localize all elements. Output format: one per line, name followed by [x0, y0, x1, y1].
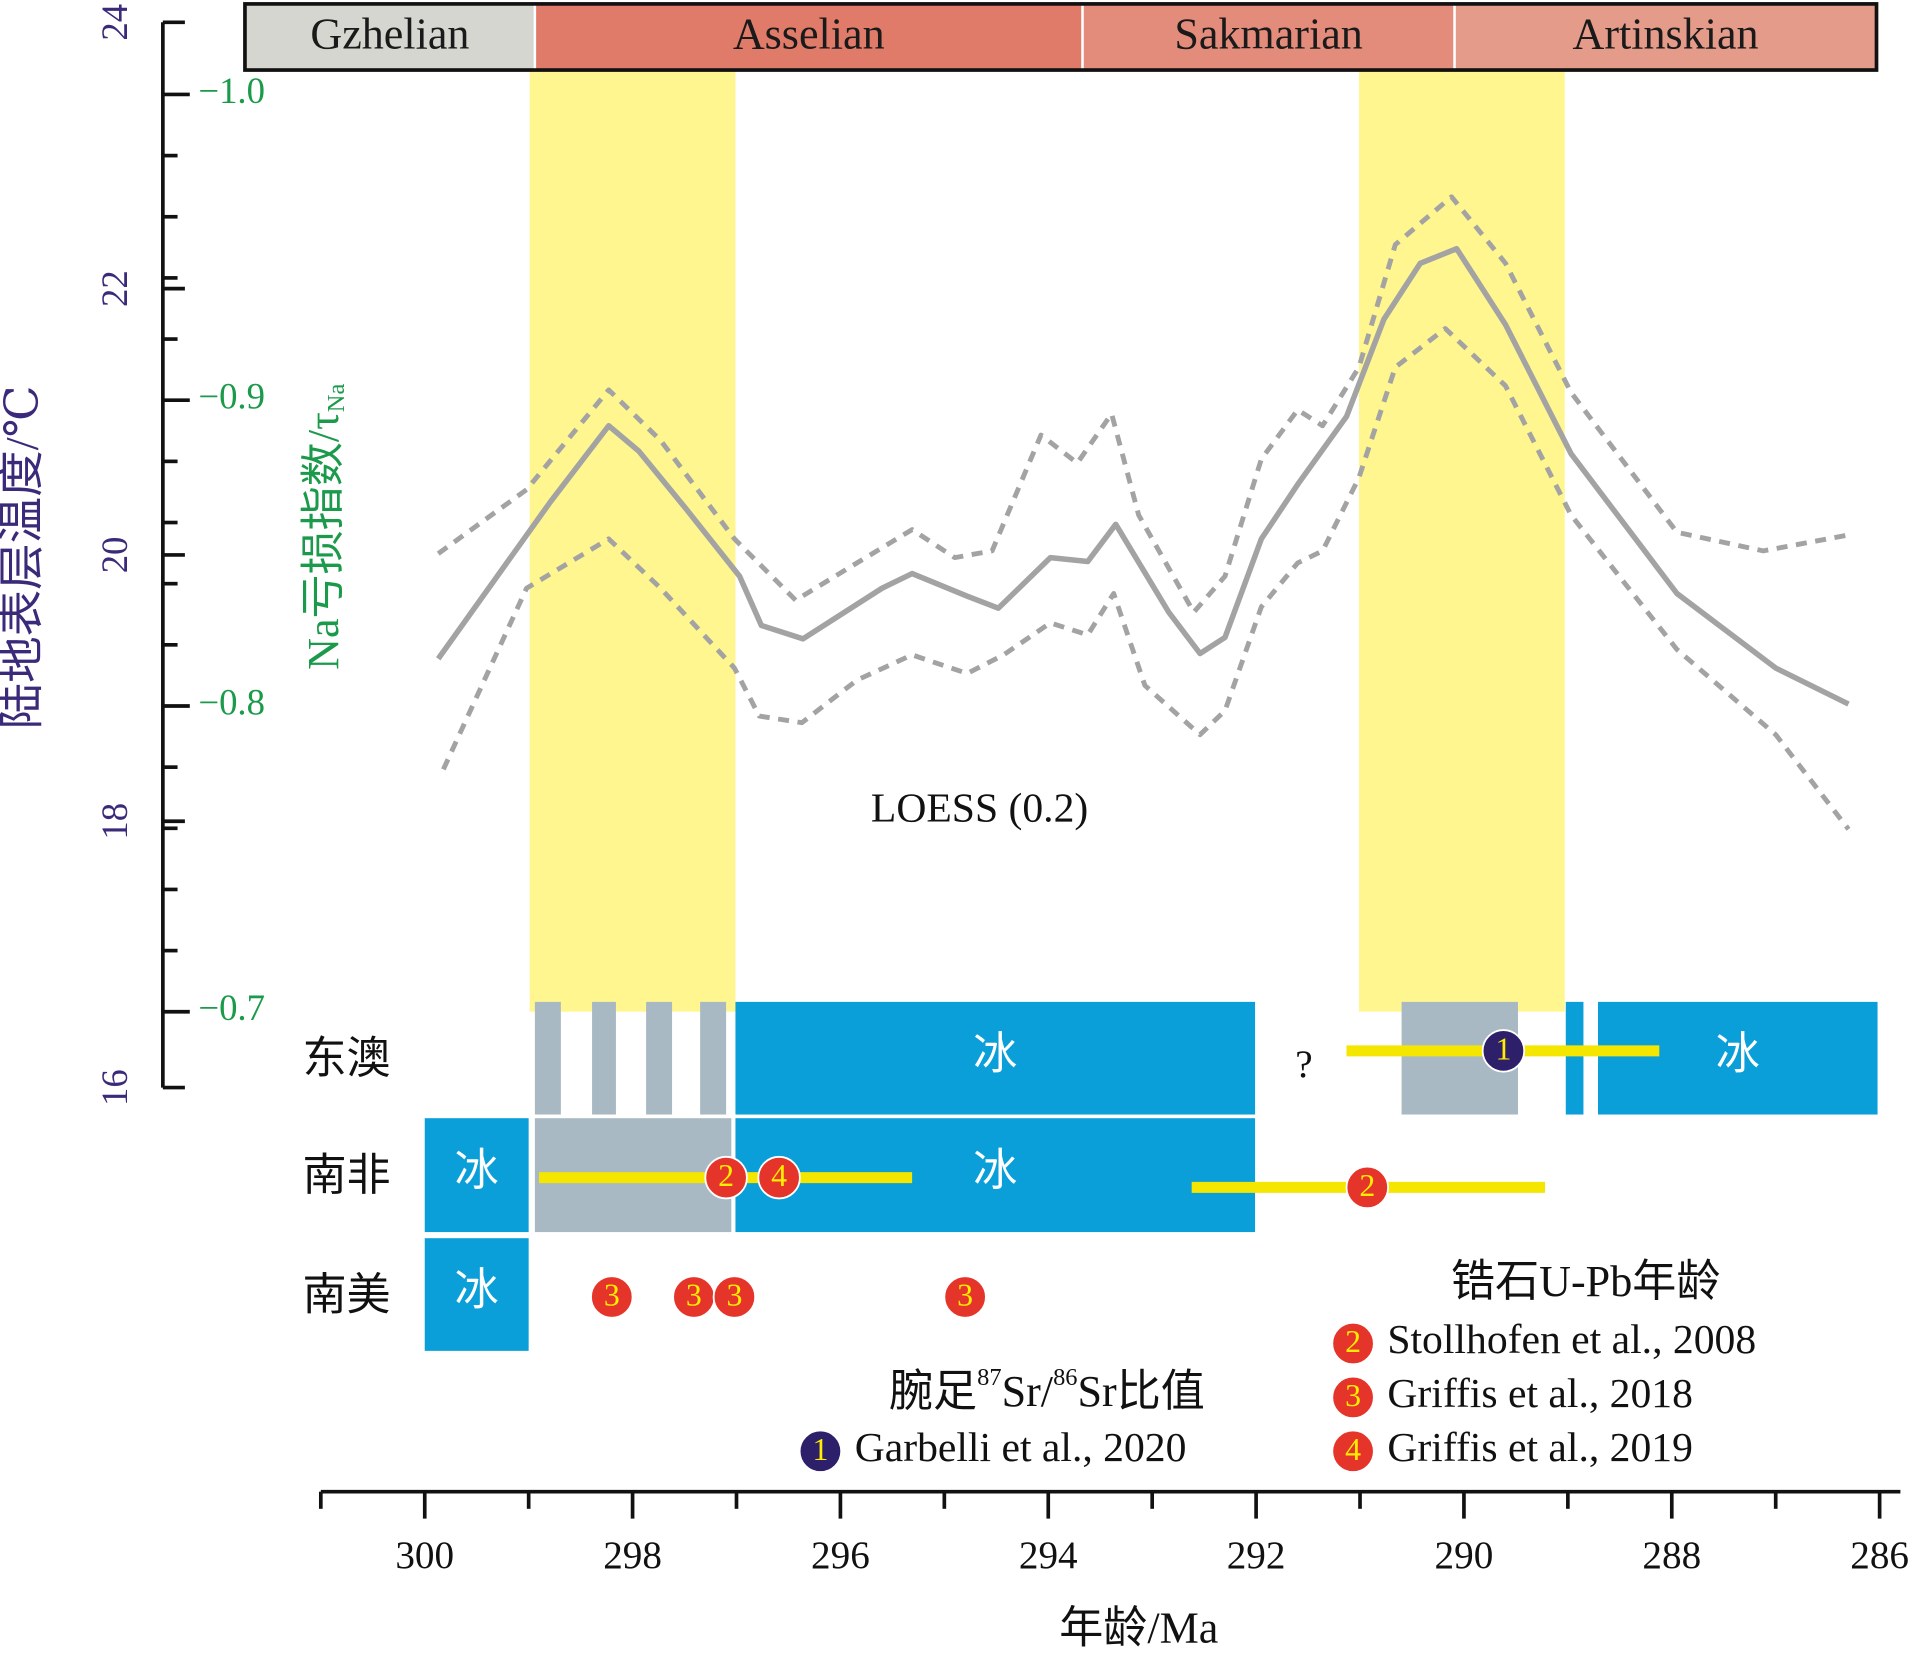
stage-frame: [243, 2, 1879, 72]
age-marker: [943, 1275, 987, 1319]
stage-label: Asselian: [733, 9, 885, 58]
row-label: 南美: [302, 1271, 390, 1320]
age-marker-number: 1: [1495, 1031, 1511, 1066]
row-label: 南非: [302, 1151, 390, 1200]
legend-label: Griffis et al., 2019: [1387, 1425, 1693, 1471]
x-tick-label: 296: [811, 1534, 870, 1577]
legend-title-part: Sr/: [1002, 1367, 1054, 1416]
legend-title-part: Sr比值: [1078, 1367, 1205, 1416]
background-layer: [529, 70, 1565, 1012]
y-tick-label: 18: [94, 803, 135, 840]
ice-interval: [534, 1001, 561, 1115]
age-marker-number: 2: [1359, 1168, 1375, 1203]
legend-label: Stollhofen et al., 2008: [1387, 1317, 1756, 1363]
y2-tick-label: −0.8: [198, 681, 265, 722]
x-tick-label: 292: [1227, 1534, 1286, 1577]
bound-line: [436, 194, 1849, 615]
ice-interval: [592, 1001, 616, 1115]
y-tick-label: 20: [94, 537, 135, 574]
x-tick-label: 294: [1019, 1534, 1078, 1577]
y-tick-label: 22: [94, 270, 135, 307]
age-marker-number: 1: [812, 1432, 828, 1467]
age-marker: [798, 1429, 843, 1473]
age-marker: [1345, 1165, 1390, 1210]
y2-axis-label-main: Na亏损指数/τ: [299, 412, 348, 670]
ice-interval: [646, 1001, 673, 1115]
y-axis-label: 陆地表层温度/℃: [0, 385, 49, 729]
legend-label: Garbelli et al., 2020: [855, 1425, 1187, 1471]
x-tick-label: 288: [1642, 1534, 1701, 1577]
age-marker-number: 4: [771, 1158, 787, 1193]
stage-box: [1453, 2, 1878, 72]
ice-interval: [424, 1238, 529, 1351]
highlight-band: [529, 70, 736, 1012]
row-label: 东澳: [302, 1034, 390, 1083]
stage-box: [533, 2, 1084, 72]
legend-title-part: 87: [977, 1364, 1001, 1391]
y2-tick-label: −0.9: [198, 376, 265, 417]
y-tick-label: 16: [94, 1069, 135, 1106]
legend-title-part: 86: [1053, 1364, 1077, 1391]
age-marker: [1481, 1029, 1526, 1073]
stage-label: Sakmarian: [1174, 9, 1363, 58]
age-marker: [757, 1155, 801, 1200]
row-note: ?: [1295, 1043, 1312, 1086]
age-marker: [1331, 1429, 1375, 1473]
legend-title: 腕足87Sr/86Sr比值: [889, 1364, 1205, 1417]
ice-label: 冰: [1716, 1029, 1760, 1078]
age-marker-number: 3: [726, 1278, 742, 1313]
age-marker: [712, 1275, 757, 1319]
age-marker: [1331, 1375, 1375, 1420]
age-marker-number: 2: [718, 1158, 734, 1193]
legend-label: Griffis et al., 2018: [1387, 1371, 1693, 1417]
age-marker-number: 3: [604, 1278, 620, 1313]
ice-interval: [424, 1118, 529, 1233]
ice-label: 冰: [455, 1146, 499, 1195]
y-tick-label: 24: [94, 4, 135, 41]
age-marker: [590, 1275, 634, 1319]
x-tick-label: 290: [1435, 1534, 1494, 1577]
ice-interval: [700, 1001, 727, 1115]
legend-title-part: 锆石U-Pb年龄: [1451, 1257, 1720, 1306]
legend-title-part: 腕足: [889, 1367, 977, 1416]
stage-box: [244, 3, 535, 71]
age-marker: [1331, 1321, 1375, 1366]
age-marker-number: 2: [1345, 1324, 1361, 1359]
ice-label: 冰: [973, 1146, 1017, 1195]
age-marker-number: 3: [1345, 1378, 1361, 1413]
y2-tick-label: −1.0: [198, 70, 265, 111]
ice-interval: [1597, 1001, 1878, 1115]
age-marker: [704, 1155, 748, 1200]
ice-label: 冰: [973, 1029, 1017, 1078]
ice-label: 冰: [455, 1266, 499, 1315]
x-tick-label: 286: [1850, 1534, 1909, 1577]
age-marker-number: 3: [686, 1278, 702, 1313]
stage-label: Artinskian: [1573, 9, 1759, 58]
x-tick-label: 298: [603, 1534, 662, 1577]
y2-tick-label: −0.7: [198, 987, 265, 1028]
y2-axis-label-sub: Na: [323, 384, 350, 413]
annotation: LOESS (0.2): [871, 786, 1088, 832]
y2-axis-label: Na亏损指数/τNa: [299, 384, 349, 670]
highlight-band: [1358, 70, 1565, 1012]
stage-label: Gzhelian: [310, 9, 469, 58]
x-axis-label: 年龄/Ma: [1059, 1604, 1218, 1653]
x-tick-label: 300: [395, 1534, 454, 1577]
ice-interval: [1565, 1001, 1584, 1115]
age-marker-number: 3: [957, 1278, 973, 1313]
loess-line: [436, 245, 1850, 707]
bound-line: [441, 326, 1851, 831]
ice-interval: [735, 1001, 1256, 1115]
legend-title: 锆石U-Pb年龄: [1451, 1257, 1720, 1306]
age-marker-number: 4: [1345, 1432, 1361, 1467]
